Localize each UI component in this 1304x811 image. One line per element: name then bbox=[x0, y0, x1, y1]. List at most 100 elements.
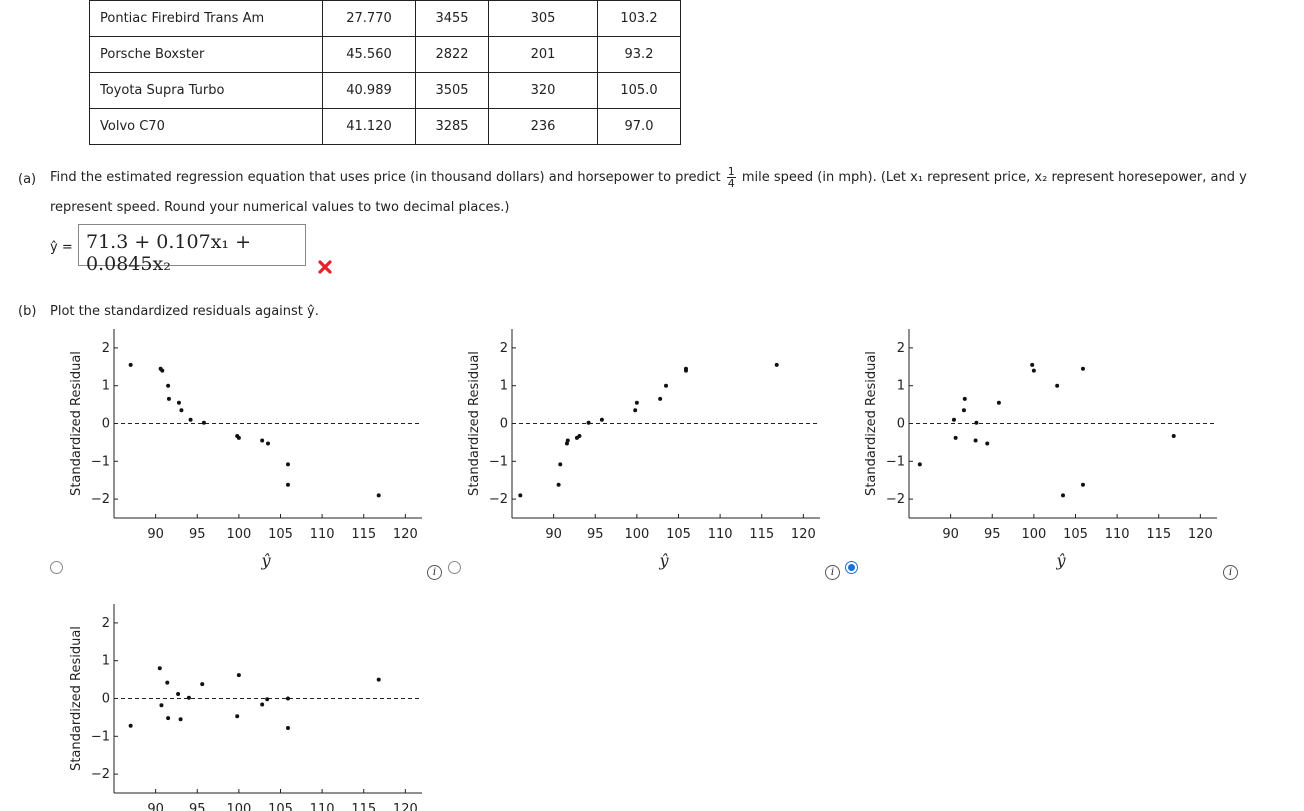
x-tick-label: 110 bbox=[708, 527, 733, 542]
x-tick-label: 120 bbox=[393, 802, 418, 811]
y-tick-label: −1 bbox=[91, 729, 110, 744]
regression-answer-field[interactable]: 71.3 + 0.107x₁ + 0.0845x₂ bbox=[78, 224, 306, 275]
x-tick-label: 115 bbox=[351, 527, 376, 542]
data-point bbox=[599, 417, 604, 422]
data-point bbox=[953, 435, 958, 440]
x-axis-label: ŷ bbox=[658, 551, 669, 570]
plot-1-info-icon[interactable]: i bbox=[427, 565, 442, 580]
data-point bbox=[996, 400, 1001, 405]
car-name-cell: Toyota Supra Turbo bbox=[89, 72, 323, 109]
y-tick-label: −2 bbox=[91, 767, 110, 782]
data-point bbox=[166, 716, 171, 721]
plot-2-radio[interactable] bbox=[448, 561, 461, 574]
data-point bbox=[917, 462, 922, 467]
y-tick-label: −1 bbox=[886, 454, 905, 469]
x-tick-label: 120 bbox=[1188, 527, 1213, 542]
data-point bbox=[166, 383, 171, 388]
data-point bbox=[1080, 366, 1085, 371]
table-cell: 97.0 bbox=[597, 108, 681, 145]
table-row: Porsche Boxster 45.560 2822 201 93.2 bbox=[89, 36, 681, 73]
y-tick-label: 1 bbox=[102, 654, 110, 669]
table-cell: 320 bbox=[488, 72, 598, 109]
residual-plot-3: 2 1 0 −1 −2 90 95 100 105 110 115 120 Standardized R… bbox=[864, 329, 1217, 570]
x-tick-label: 95 bbox=[189, 802, 206, 811]
residual-plot-2: 2 1 0 −1 −2 90 95 100 105 110 115 120 Standardized R… bbox=[467, 329, 820, 570]
table-cell: 3455 bbox=[415, 0, 489, 37]
y-tick-label: 2 bbox=[102, 341, 110, 356]
data-point bbox=[962, 396, 967, 401]
x-tick-label: 90 bbox=[942, 527, 959, 542]
x-tick-label: 100 bbox=[1021, 527, 1046, 542]
x-tick-label: 115 bbox=[351, 802, 376, 811]
data-point bbox=[201, 420, 206, 425]
data-point bbox=[166, 396, 171, 401]
x-tick-label: 95 bbox=[587, 527, 604, 542]
table-cell: 105.0 bbox=[597, 72, 681, 109]
x-tick-label: 115 bbox=[1146, 527, 1171, 542]
y-tick-label: 0 bbox=[102, 692, 110, 707]
data-point bbox=[586, 420, 591, 425]
part-a-letter: (a) bbox=[18, 172, 37, 187]
part-b-letter: (b) bbox=[18, 304, 37, 319]
y-axis-label: Standardized Residual bbox=[69, 351, 84, 496]
plot-1-radio[interactable] bbox=[50, 561, 63, 574]
y-tick-label: 2 bbox=[102, 616, 110, 631]
data-point bbox=[564, 441, 569, 446]
data-point bbox=[165, 680, 170, 685]
table-cell: 3285 bbox=[415, 108, 489, 145]
y-tick-label: −2 bbox=[91, 492, 110, 507]
y-tick-label: 0 bbox=[102, 417, 110, 432]
x-tick-label: 105 bbox=[666, 527, 691, 542]
x-tick-label: 120 bbox=[791, 527, 816, 542]
data-point bbox=[266, 441, 270, 446]
x-tick-label: 100 bbox=[226, 802, 251, 811]
part-a-text-after: mile speed (in mph). (Let x₁ represent p… bbox=[741, 170, 1247, 185]
y-axis-label: Standardized Residual bbox=[467, 351, 482, 496]
table-cell: 201 bbox=[488, 36, 598, 73]
data-point bbox=[774, 362, 779, 367]
data-point bbox=[176, 400, 181, 405]
data-point bbox=[683, 366, 688, 371]
data-point bbox=[634, 400, 639, 405]
y-tick-label: 1 bbox=[102, 379, 110, 394]
data-point bbox=[376, 493, 381, 498]
data-point bbox=[235, 714, 240, 719]
plot-3-info-icon[interactable]: i bbox=[1223, 565, 1238, 580]
table-row: Toyota Supra Turbo 40.989 3505 320 105.0 bbox=[89, 72, 681, 109]
data-point bbox=[285, 725, 290, 730]
x-tick-label: 115 bbox=[749, 527, 774, 542]
fraction-numerator: 1 bbox=[726, 165, 736, 178]
data-point bbox=[973, 438, 978, 443]
fraction-denominator: 4 bbox=[727, 177, 735, 190]
x-tick-label: 105 bbox=[1063, 527, 1088, 542]
x-tick-label: 95 bbox=[984, 527, 1001, 542]
x-tick-label: 90 bbox=[545, 527, 562, 542]
data-point bbox=[985, 441, 990, 446]
y-tick-label: 0 bbox=[897, 417, 905, 432]
data-point bbox=[260, 702, 265, 707]
part-a-question: Find the estimated regression equation t… bbox=[50, 166, 1247, 189]
car-name-cell: Volvo C70 bbox=[89, 108, 323, 145]
table-row: Pontiac Firebird Trans Am 27.770 3455 305 10… bbox=[89, 0, 681, 37]
yhat-label: ŷ = bbox=[50, 240, 73, 255]
plot-3-radio[interactable] bbox=[845, 561, 858, 574]
data-point bbox=[157, 666, 162, 671]
residual-plot-1: 2 1 0 −1 −2 90 95 100 105 110 115 120 Standardized R… bbox=[69, 329, 422, 570]
plot-2-info-icon[interactable]: i bbox=[825, 565, 840, 580]
quarter-fraction: 1 4 bbox=[726, 165, 736, 190]
data-point bbox=[1030, 362, 1035, 367]
car-name-cell: Pontiac Firebird Trans Am bbox=[89, 0, 323, 37]
data-point bbox=[179, 408, 184, 413]
table-cell: 103.2 bbox=[597, 0, 681, 37]
table-cell: 93.2 bbox=[597, 36, 681, 73]
y-tick-label: −1 bbox=[489, 454, 508, 469]
data-point bbox=[974, 420, 979, 425]
data-point bbox=[1061, 493, 1065, 498]
data-point bbox=[236, 435, 241, 440]
data-point bbox=[1031, 368, 1036, 373]
data-point bbox=[128, 362, 133, 367]
x-axis-label: ŷ bbox=[260, 551, 271, 570]
x-tick-label: 90 bbox=[147, 527, 164, 542]
table-cell: 45.560 bbox=[322, 36, 416, 73]
data-point bbox=[176, 691, 181, 696]
